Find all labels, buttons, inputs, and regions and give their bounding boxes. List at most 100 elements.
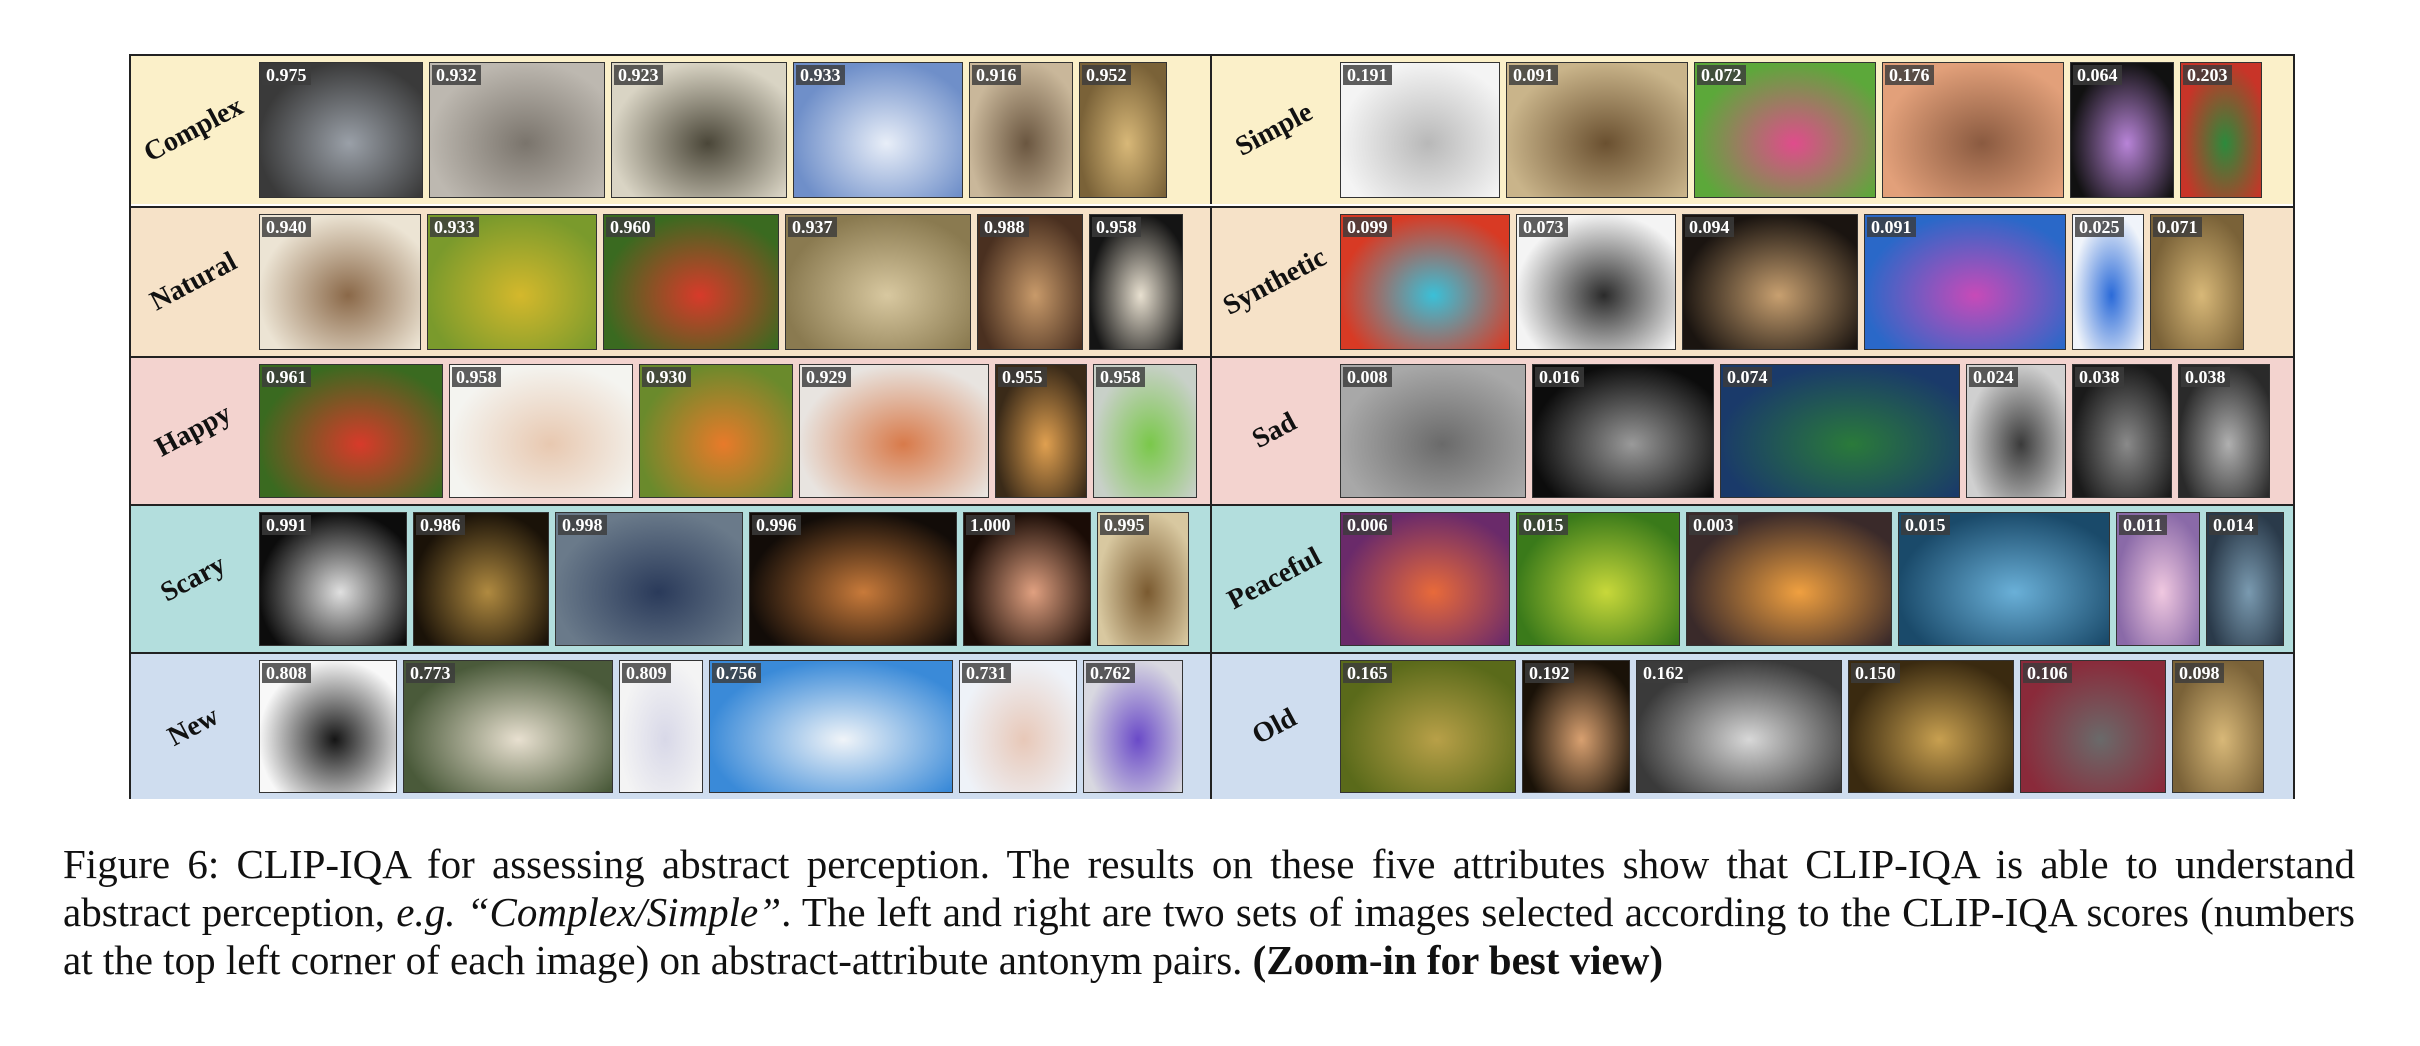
attribute-row: Happy 0.961 0.958 0.930 0.929 0.955 0.958 Sad… [131,356,2293,504]
score-badge: 0.038 [2181,367,2230,387]
photo-thumbnail: 0.958 [1093,364,1197,498]
attribute-row: Complex 0.975 0.932 0.923 0.933 0.916 0.952 S… [131,56,2293,204]
score-badge: 0.025 [2075,217,2124,237]
attribute-row: Natural 0.940 0.933 0.960 0.937 0.988 0.958 S… [131,206,2293,356]
photo-thumbnail: 0.071 [2150,214,2244,350]
photo-thumbnail: 0.162 [1636,660,1842,793]
score-badge: 0.038 [2075,367,2124,387]
score-badge: 0.916 [972,65,1021,85]
score-badge: 0.008 [1343,367,1392,387]
score-badge: 0.937 [788,217,837,237]
photo-thumbnail: 0.952 [1079,62,1167,198]
score-badge: 0.988 [980,217,1029,237]
photo-thumbnail: 0.015 [1898,512,2110,646]
score-badge: 0.762 [1086,663,1135,683]
score-badge: 0.773 [406,663,455,683]
photo-thumbnail: 0.933 [427,214,597,350]
score-badge: 0.072 [1697,65,1746,85]
photo-thumbnail: 0.038 [2178,364,2270,498]
score-badge: 0.961 [262,367,311,387]
photo-thumbnail: 0.991 [259,512,407,646]
photo-thumbnail: 0.961 [259,364,443,498]
photo-thumbnail: 0.929 [799,364,989,498]
score-badge: 0.958 [452,367,501,387]
score-badge: 0.975 [262,65,311,85]
attribute-label: Old [1247,701,1302,751]
score-badge: 0.064 [2073,65,2122,85]
score-badge: 0.024 [1969,367,2018,387]
photo-thumbnail: 0.165 [1340,660,1516,793]
score-badge: 0.933 [430,217,479,237]
score-badge: 0.094 [1685,217,1734,237]
attribute-row: New 0.808 0.773 0.809 0.756 0.731 0.762 Old 0… [131,652,2293,799]
photo-thumbnail: 0.106 [2020,660,2166,793]
photo-thumbnail: 0.940 [259,214,421,350]
score-badge: 1.000 [966,515,1015,535]
figure-grid: Complex 0.975 0.932 0.923 0.933 0.916 0.952 S… [129,54,2295,799]
photo-thumbnail: 1.000 [963,512,1091,646]
photo-thumbnail: 0.958 [449,364,633,498]
photo-thumbnail: 0.998 [555,512,743,646]
score-badge: 0.958 [1092,217,1141,237]
score-badge: 0.203 [2183,65,2232,85]
photo-thumbnail: 0.014 [2206,512,2284,646]
photo-thumbnail: 0.960 [603,214,779,350]
left-panel: Complex 0.975 0.932 0.923 0.933 0.916 0.952 [131,56,1212,204]
caption-example: e.g. “Complex/Simple” [396,889,782,935]
photo-thumbnail: 0.191 [1340,62,1500,198]
left-panel: Happy 0.961 0.958 0.930 0.929 0.955 0.958 [131,358,1212,504]
photo-thumbnail: 0.731 [959,660,1077,793]
score-badge: 0.996 [752,515,801,535]
score-badge: 0.071 [2153,217,2202,237]
attribute-label: Happy [150,397,237,464]
photo-thumbnail: 0.955 [995,364,1087,498]
photo-thumbnail: 0.923 [611,62,787,198]
score-badge: 0.192 [1525,663,1574,683]
score-badge: 0.808 [262,663,311,683]
photo-thumbnail: 0.072 [1694,62,1876,198]
photo-thumbnail: 0.016 [1532,364,1714,498]
score-badge: 0.165 [1343,663,1392,683]
left-panel: New 0.808 0.773 0.809 0.756 0.731 0.762 [131,654,1212,799]
score-badge: 0.015 [1901,515,1950,535]
photo-thumbnail: 0.074 [1720,364,1960,498]
photo-thumbnail: 0.011 [2116,512,2200,646]
right-panel: Synthetic 0.099 0.073 0.094 0.091 0.025 0.071 [1212,208,2293,356]
attribute-label: Sad [1247,406,1302,455]
score-badge: 0.809 [622,663,671,683]
photo-thumbnail: 0.073 [1516,214,1676,350]
score-badge: 0.150 [1851,663,1900,683]
score-badge: 0.923 [614,65,663,85]
photo-thumbnail: 0.809 [619,660,703,793]
photo-thumbnail: 0.150 [1848,660,2014,793]
photo-thumbnail: 0.025 [2072,214,2144,350]
right-panel: Peaceful 0.006 0.015 0.003 0.015 0.011 0.014 [1212,506,2293,652]
score-badge: 0.998 [558,515,607,535]
score-badge: 0.176 [1885,65,1934,85]
score-badge: 0.929 [802,367,851,387]
photo-thumbnail: 0.176 [1882,62,2064,198]
photo-thumbnail: 0.958 [1089,214,1183,350]
photo-thumbnail: 0.986 [413,512,549,646]
score-badge: 0.191 [1343,65,1392,85]
photo-thumbnail: 0.006 [1340,512,1510,646]
score-badge: 0.016 [1535,367,1584,387]
attribute-label: New [162,699,224,753]
score-badge: 0.014 [2209,515,2258,535]
attribute-label: Scary [155,548,231,609]
photo-thumbnail: 0.015 [1516,512,1680,646]
score-badge: 0.011 [2119,515,2167,535]
score-badge: 0.091 [1509,65,1558,85]
score-badge: 0.940 [262,217,311,237]
left-panel: Scary 0.991 0.986 0.998 0.996 1.000 0.995 [131,506,1212,652]
photo-thumbnail: 0.091 [1506,62,1688,198]
score-badge: 0.106 [2023,663,2072,683]
score-badge: 0.930 [642,367,691,387]
photo-thumbnail: 0.930 [639,364,793,498]
score-badge: 0.991 [262,515,311,535]
photo-thumbnail: 0.024 [1966,364,2066,498]
score-badge: 0.098 [2175,663,2224,683]
left-panel: Natural 0.940 0.933 0.960 0.937 0.988 0.958 [131,208,1212,356]
photo-thumbnail: 0.996 [749,512,957,646]
photo-thumbnail: 0.099 [1340,214,1510,350]
